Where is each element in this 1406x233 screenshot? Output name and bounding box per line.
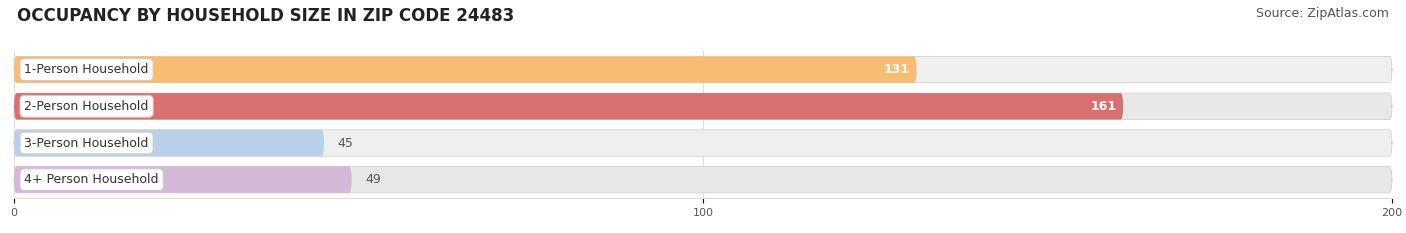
FancyBboxPatch shape [14,130,1392,156]
Text: 1-Person Household: 1-Person Household [24,63,149,76]
Text: OCCUPANCY BY HOUSEHOLD SIZE IN ZIP CODE 24483: OCCUPANCY BY HOUSEHOLD SIZE IN ZIP CODE … [17,7,515,25]
FancyBboxPatch shape [14,56,917,83]
Text: 131: 131 [883,63,910,76]
FancyBboxPatch shape [14,93,1392,120]
Text: Source: ZipAtlas.com: Source: ZipAtlas.com [1256,7,1389,20]
Text: 161: 161 [1090,100,1116,113]
Text: 3-Person Household: 3-Person Household [24,137,149,150]
Text: 4+ Person Household: 4+ Person Household [24,173,159,186]
FancyBboxPatch shape [14,167,1392,193]
Text: 2-Person Household: 2-Person Household [24,100,149,113]
FancyBboxPatch shape [14,56,1392,83]
Text: 49: 49 [366,173,381,186]
FancyBboxPatch shape [14,167,352,193]
Text: 45: 45 [337,137,354,150]
FancyBboxPatch shape [14,93,1123,120]
FancyBboxPatch shape [14,130,325,156]
